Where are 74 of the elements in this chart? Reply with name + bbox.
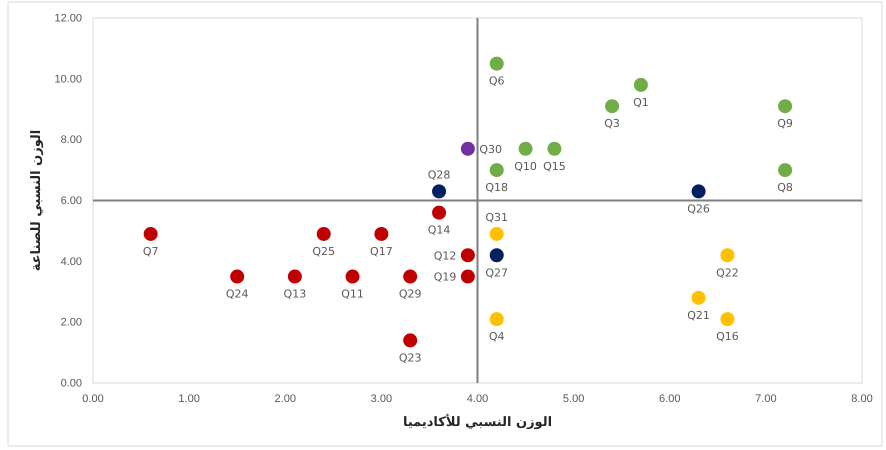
annotation: Q3 <box>604 117 620 130</box>
annotation: Q19 <box>434 270 456 284</box>
annotation: Q23 <box>398 351 422 364</box>
annotation: Q30 <box>479 142 502 156</box>
x-axis-title: الوزن النسبي للأكاديميا <box>402 413 552 430</box>
y-tick-label: 0.00 <box>60 378 82 390</box>
annotation: Q15 <box>543 160 566 173</box>
point <box>720 312 734 326</box>
annotation: Q12 <box>434 249 456 262</box>
annotation: Q26 <box>687 202 710 216</box>
annotation: Q29 <box>398 288 422 301</box>
point <box>144 226 158 241</box>
annotation: Q28 <box>428 168 450 182</box>
x-tick-label: 8.00 <box>851 392 873 405</box>
point <box>490 226 504 241</box>
point <box>518 142 533 156</box>
point <box>490 248 504 262</box>
annotation: Q10 <box>514 160 537 173</box>
x-tick-label: 4.00 <box>466 392 488 405</box>
point <box>605 99 620 114</box>
point <box>432 206 446 220</box>
annotation: Q8 <box>777 181 793 194</box>
annotation: Q24 <box>226 288 249 301</box>
point <box>432 184 446 198</box>
point <box>230 270 244 284</box>
annotation: Q21 <box>687 308 710 322</box>
annotation: Q16 <box>716 330 739 344</box>
y-tick-label: 6.00 <box>60 195 82 208</box>
annotation: Q31 <box>485 210 508 224</box>
point <box>692 290 706 305</box>
point <box>403 270 418 284</box>
point <box>778 163 792 178</box>
y-tick-label: 10.00 <box>54 73 82 86</box>
annotation: Q18 <box>485 181 508 194</box>
annotation: Q7 <box>142 244 159 258</box>
point <box>720 248 734 262</box>
point <box>778 99 792 114</box>
point <box>460 248 475 262</box>
point <box>490 56 504 71</box>
point <box>490 163 504 178</box>
annotation: Q6 <box>488 74 505 88</box>
annotation: Q27 <box>485 266 508 280</box>
point <box>460 270 475 284</box>
annotation: Q17 <box>370 244 393 258</box>
annotation: Q4 <box>488 330 505 344</box>
point <box>460 142 475 156</box>
x-tick-label: 1.00 <box>178 392 200 405</box>
y-tick-label: 12.00 <box>54 12 82 25</box>
annotation: Q11 <box>341 288 364 301</box>
y-tick-label: 4.00 <box>60 256 82 268</box>
point <box>374 226 388 241</box>
annotation: Q1 <box>633 96 649 109</box>
annotation: Q13 <box>284 288 306 301</box>
x-tick-label: 0.00 <box>82 392 104 405</box>
y-tick-label: 8.00 <box>60 134 82 146</box>
x-tick-label: 7.00 <box>755 392 777 405</box>
y-tick-label: 2.00 <box>60 316 82 329</box>
x-tick-label: 6.00 <box>659 392 680 405</box>
point <box>288 270 302 284</box>
point <box>403 333 418 348</box>
point <box>490 312 504 326</box>
x-tick-label: 2.00 <box>274 392 296 405</box>
point <box>346 270 360 284</box>
y-axis-title: الوزن النسبي للصناعة <box>29 130 44 272</box>
point <box>316 226 331 241</box>
annotation: Q22 <box>716 266 739 280</box>
x-tick-label: 3.00 <box>370 392 392 405</box>
annotation: Q25 <box>312 244 336 258</box>
point <box>692 184 706 198</box>
point <box>547 142 562 156</box>
point <box>634 78 648 92</box>
x-tick-label: 5.00 <box>562 392 584 405</box>
annotation: Q14 <box>428 224 450 237</box>
annotation: Q9 <box>777 117 793 130</box>
